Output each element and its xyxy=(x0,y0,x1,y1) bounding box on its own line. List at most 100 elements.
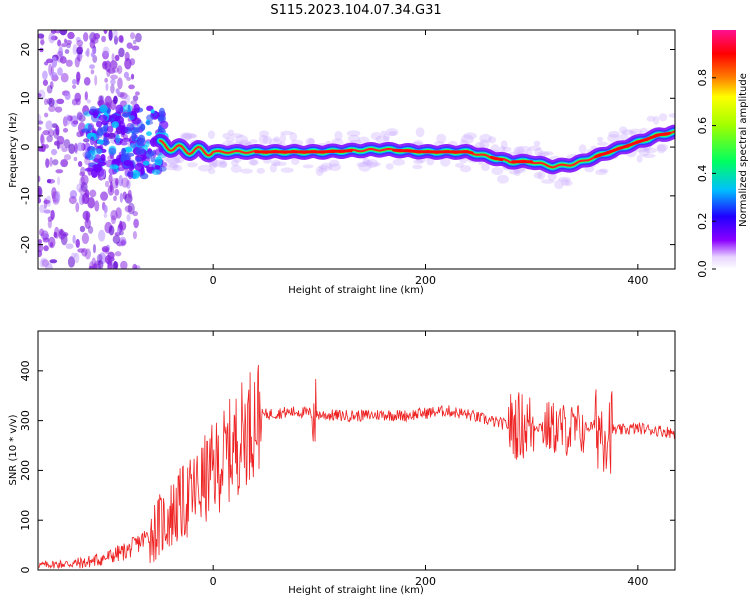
halo-blob xyxy=(229,133,244,138)
noise-blob xyxy=(42,79,49,86)
noise-blob xyxy=(61,147,68,153)
spectrogram-y-tick-label: -20 xyxy=(19,236,32,254)
noise-blob xyxy=(57,67,63,76)
noise-blob xyxy=(47,178,56,184)
noise-blob xyxy=(67,31,75,40)
noise-blob xyxy=(58,230,66,240)
noise-blob xyxy=(71,252,77,258)
halo-blob xyxy=(481,163,490,172)
halo-blob xyxy=(479,139,490,150)
noise-blob xyxy=(48,63,53,76)
noise-blob xyxy=(94,74,98,86)
noise-blob xyxy=(119,35,124,44)
halo-blob xyxy=(181,133,192,142)
transition-blob xyxy=(115,134,121,144)
noise-blob xyxy=(110,74,118,80)
transition-blob xyxy=(106,125,114,133)
halo-blob xyxy=(528,145,542,151)
halo-blob xyxy=(599,168,609,173)
halo-blob xyxy=(488,136,497,144)
halo-blob xyxy=(197,164,212,172)
noise-blob xyxy=(76,77,80,85)
halo-blob xyxy=(628,128,643,134)
transition-blob xyxy=(135,146,145,155)
halo-blob xyxy=(455,162,464,168)
noise-blob xyxy=(119,220,123,231)
halo-blob xyxy=(346,130,361,137)
transition-blob xyxy=(97,167,105,177)
halo-blob xyxy=(500,140,508,150)
halo-blob xyxy=(188,133,198,139)
snr-x-tick-label: 400 xyxy=(627,575,648,588)
noise-blob xyxy=(113,30,118,40)
halo-blob xyxy=(289,132,298,142)
noise-blob xyxy=(84,91,88,101)
noise-blob xyxy=(40,133,44,144)
noise-blob xyxy=(51,187,57,199)
noise-blob xyxy=(110,215,116,225)
transition-blob xyxy=(131,131,137,142)
noise-blob xyxy=(114,188,120,196)
noise-blob xyxy=(48,32,56,44)
halo-blob xyxy=(415,127,425,138)
halo-blob xyxy=(375,135,390,144)
halo-blob xyxy=(315,166,324,177)
noise-blob xyxy=(111,53,115,62)
transition-blob xyxy=(146,131,152,136)
noise-blob xyxy=(76,111,83,121)
noise-blob xyxy=(130,100,138,105)
noise-blob xyxy=(115,207,122,219)
noise-blob xyxy=(89,39,96,49)
halo-blob xyxy=(502,146,512,152)
transition-blob xyxy=(97,161,107,167)
noise-blob xyxy=(135,32,142,43)
transition-blob xyxy=(145,140,150,148)
halo-blob xyxy=(513,170,521,177)
spectrogram-x-tick-label: 200 xyxy=(415,274,436,287)
ridge-peak-segment xyxy=(254,149,353,154)
halo-blob xyxy=(513,146,525,155)
halo-blob xyxy=(561,178,570,186)
noise-blob xyxy=(124,58,132,70)
halo-blob xyxy=(230,164,242,173)
halo-blob xyxy=(262,136,273,145)
halo-blob xyxy=(182,132,197,139)
noise-blob xyxy=(66,39,72,45)
halo-blob xyxy=(347,134,361,143)
spectrogram-y-tick-label: 20 xyxy=(19,43,32,57)
noise-blob xyxy=(77,160,83,168)
halo-blob xyxy=(356,162,368,168)
halo-blob xyxy=(413,159,424,165)
noise-blob xyxy=(132,230,137,240)
halo-blob xyxy=(668,113,675,118)
halo-blob xyxy=(656,144,666,154)
spectrogram-y-tick-label: 10 xyxy=(19,91,32,105)
noise-blob xyxy=(113,195,117,202)
halo-blob xyxy=(250,158,258,166)
halo-blob xyxy=(643,147,658,154)
halo-blob xyxy=(273,136,280,143)
noise-blob xyxy=(110,84,115,94)
transition-blob xyxy=(84,151,92,159)
noise-blob xyxy=(76,39,84,47)
spectrogram-y-tick-label: -10 xyxy=(19,187,32,205)
ridge-peak-segment xyxy=(392,148,474,155)
noise-blob xyxy=(127,202,135,215)
halo-blob xyxy=(258,134,269,145)
transition-blob xyxy=(135,156,142,163)
halo-blob xyxy=(222,132,231,139)
noise-blob xyxy=(108,30,113,41)
colorbar: 0.0 0.2 0.4 0.6 0.8 Normalized spectral ampl… xyxy=(696,30,749,278)
halo-blob xyxy=(307,138,315,145)
noise-blob xyxy=(132,210,139,217)
noise-blob xyxy=(75,238,80,248)
noise-blob xyxy=(62,127,69,133)
noise-blob xyxy=(38,197,42,204)
noise-blob xyxy=(102,60,108,70)
spectrogram-frame xyxy=(37,29,676,270)
noise-blob xyxy=(74,142,78,153)
noise-blob xyxy=(111,177,119,189)
snr-y-tick-label: 200 xyxy=(19,460,32,481)
noise-blob xyxy=(89,189,97,198)
noise-blob xyxy=(38,239,43,245)
